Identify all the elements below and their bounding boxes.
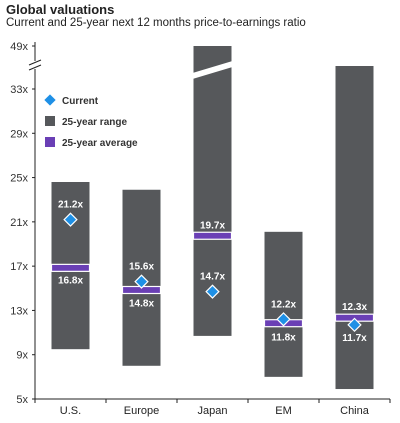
axis-break-gap — [29, 61, 41, 69]
x-category-label: China — [340, 405, 370, 417]
current-marker — [63, 212, 78, 227]
average-bar — [192, 231, 233, 240]
x-category-label: U.S. — [60, 405, 81, 417]
x-category-label: EM — [275, 405, 292, 417]
average-value-label: 16.8x — [58, 275, 83, 286]
legend-swatch — [45, 137, 55, 147]
y-tick-label: 49x — [10, 41, 28, 53]
legend-item: 25-year average — [45, 137, 138, 149]
y-tick-label: 29x — [10, 128, 28, 140]
y-tick-label: 5x — [16, 394, 28, 406]
chart-title: Global valuations — [6, 2, 115, 17]
axis-break — [28, 59, 42, 71]
bar-break-gap — [192, 61, 233, 79]
y-tick-label: 33x — [10, 84, 28, 96]
average-value-label: 11.8x — [271, 333, 296, 344]
y-tick-label: 9x — [16, 350, 28, 362]
legend-swatch-diamond — [44, 94, 56, 106]
current-value-label: 12.2x — [271, 299, 296, 310]
x-category-label: Japan — [198, 405, 228, 417]
average-bar — [50, 263, 91, 272]
axis-break-line — [28, 59, 42, 66]
markers: 21.2x 16.8x 15.6x 14.8x 14.7x 19.7x 12.2x 11.8x… — [50, 200, 375, 344]
range-bar — [335, 66, 374, 390]
legend-swatch — [45, 116, 55, 126]
legend-item: Current — [44, 94, 99, 107]
axis-break-line — [28, 64, 42, 71]
legend-label: 25-year range — [62, 117, 127, 128]
legend: Current 25-year range 25-year average — [44, 94, 138, 149]
current-marker — [205, 284, 220, 299]
y-tick-label: 25x — [10, 173, 28, 185]
current-value-label: 15.6x — [129, 262, 154, 273]
range-bar — [264, 231, 303, 377]
legend-item: 25-year range — [45, 116, 127, 128]
range-bars — [51, 46, 374, 390]
average-value-label: 11.7x — [342, 333, 367, 344]
current-marker — [276, 312, 291, 327]
current-value-label: 21.2x — [58, 200, 83, 211]
current-marker — [347, 317, 362, 333]
legend-label: 25-year average — [62, 138, 138, 149]
y-tick-label: 13x — [10, 305, 28, 317]
axes: 5x 9x 13x 17x 21x 25x 29x 33x 49x U.S. Europe Japan… — [10, 41, 391, 417]
y-tick-label: 17x — [10, 261, 28, 273]
current-value-label: 12.3x — [342, 302, 367, 313]
average-value-label: 19.7x — [200, 220, 225, 231]
current-marker — [134, 274, 149, 289]
average-value-label: 14.8x — [129, 299, 154, 310]
y-tick-label: 21x — [10, 217, 28, 229]
legend-label: Current — [62, 96, 99, 107]
bar-break — [192, 61, 233, 79]
chart-subtitle: Current and 25-year next 12 months price… — [6, 17, 306, 29]
current-value-label: 14.7x — [200, 272, 225, 283]
x-category-label: Europe — [124, 405, 159, 417]
